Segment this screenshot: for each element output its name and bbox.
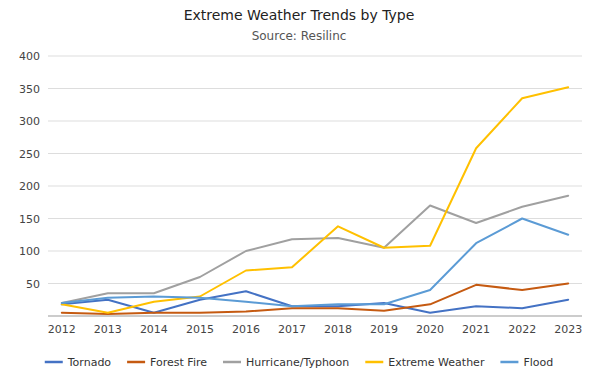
legend-swatch: [127, 361, 145, 364]
grid-line: [48, 251, 582, 252]
legend-swatch: [223, 361, 241, 364]
y-tick-label: 400: [19, 50, 40, 63]
grid-line: [48, 218, 582, 219]
x-tick-label: 2015: [186, 323, 214, 336]
series-line: [62, 291, 568, 312]
legend-item: Tornado: [45, 356, 112, 369]
grid-line: [48, 88, 582, 89]
legend-label: Hurricane/Typhoon: [246, 356, 349, 369]
series-line: [62, 284, 568, 315]
legend-swatch: [365, 361, 383, 364]
y-tick-label: 300: [19, 115, 40, 128]
y-tick-label: 200: [19, 180, 40, 193]
x-tick-label: 2017: [278, 323, 306, 336]
legend-label: Flood: [523, 356, 553, 369]
x-tick-label: 2023: [554, 323, 582, 336]
y-tick-label: 50: [26, 278, 40, 291]
subtitle: Source: Resilinc: [252, 29, 347, 43]
grid: [48, 56, 582, 284]
legend: Tornado Forest Fire Hurricane/Typhoon Extre…: [45, 356, 553, 369]
series-line: [62, 196, 568, 303]
x-tick-label: 2014: [140, 323, 168, 336]
grid-line: [48, 153, 582, 154]
x-tick-label: 2019: [370, 323, 398, 336]
grid-line: [48, 283, 582, 284]
grid-line: [48, 186, 582, 187]
legend-swatch: [45, 361, 63, 364]
x-axis-line: [48, 316, 582, 317]
x-tick-label: 2020: [416, 323, 444, 336]
lines: [62, 87, 568, 314]
y-tick-label: 100: [19, 245, 40, 258]
series-line: [62, 219, 568, 307]
x-tick-label: 2022: [508, 323, 536, 336]
legend-swatch: [500, 361, 518, 364]
y-tick-label: 150: [19, 213, 40, 226]
y-tick-label: 250: [19, 148, 40, 161]
legend-label: Tornado: [67, 356, 112, 369]
series-line: [62, 87, 568, 313]
legend-item: Flood: [500, 356, 553, 369]
legend-label: Forest Fire: [150, 356, 207, 369]
y-tick-label: 350: [19, 83, 40, 96]
legend-item: Extreme Weather: [365, 356, 485, 369]
x-tick-label: 2018: [324, 323, 352, 336]
legend-item: Forest Fire: [127, 356, 207, 369]
x-tick-label: 2016: [232, 323, 260, 336]
title: Extreme Weather Trends by Type: [184, 7, 415, 23]
chart: Extreme Weather Trends by Type Source: Re…: [0, 0, 598, 386]
x-tick-label: 2021: [462, 323, 490, 336]
x-tick-label: 2013: [94, 323, 122, 336]
legend-item: Hurricane/Typhoon: [223, 356, 349, 369]
x-tick-label: 2012: [48, 323, 76, 336]
grid-line: [48, 56, 582, 57]
legend-label: Extreme Weather: [388, 356, 485, 369]
